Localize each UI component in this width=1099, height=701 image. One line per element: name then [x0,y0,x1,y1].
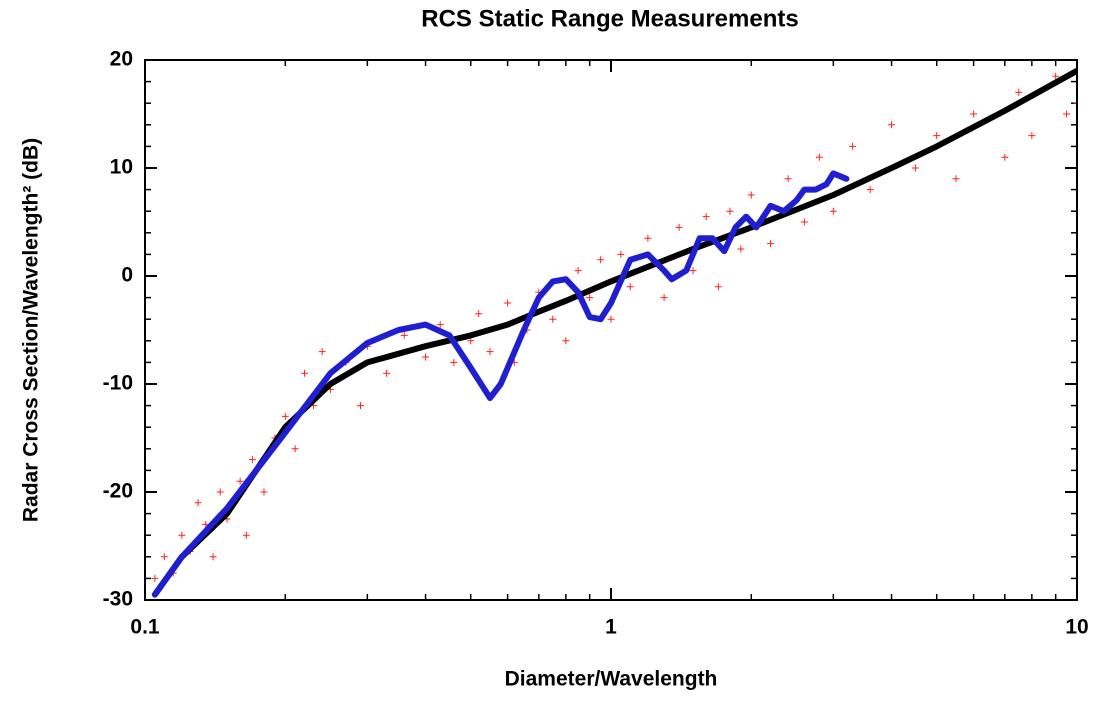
scatter-point [626,283,634,291]
line [151,67,1077,598]
scatter-point [952,175,960,183]
y-tick-label: -10 [103,372,133,395]
scatter-point [356,402,364,410]
scatter-point [1015,88,1023,96]
scatter-point [747,191,755,199]
scatter-point [586,294,594,302]
plot-frame [144,59,1078,601]
scatter-point [617,250,625,258]
scatter-point [1052,72,1060,80]
scatter-point [1001,153,1009,161]
scatter-point [301,369,309,377]
scatter-point [242,531,250,539]
scatter-point [475,310,483,318]
scatter-point [784,175,792,183]
scatter-point [933,132,941,140]
scatter-point [383,369,391,377]
scatter-point [815,153,823,161]
x-tick-label: 10 [1065,616,1088,639]
scatter-point [702,213,710,221]
x-tick-label: 1 [605,616,617,639]
scatter-point [160,553,168,561]
scatter-point [714,283,722,291]
scatter-point [260,488,268,496]
scatter-point [970,110,978,118]
scatter-point [607,315,615,323]
scatter-point [1028,132,1036,140]
y-axis-label: Radar Cross Section/Wavelength² (dB) [20,138,43,522]
scatter-point [675,223,683,231]
scatter-point [504,299,512,307]
y-tick-label: 20 [110,48,133,71]
scatter-point [436,321,444,329]
x-axis-label: Diameter/Wavelength [505,668,718,691]
scatter-point [888,121,896,129]
scatter-point [660,294,668,302]
line [151,170,850,598]
scatter-point [209,553,217,561]
scatter-point [574,267,582,275]
scatter-point [318,348,326,356]
scatter-point [178,531,186,539]
y-tick-label: 10 [110,156,133,179]
scatter-point [562,337,570,345]
scatter-point [726,207,734,215]
y-tick-label: 0 [121,264,133,287]
scatter-point [236,477,244,485]
scatter-point [1073,99,1077,107]
y-tick-label: -30 [103,588,133,611]
scatter-point [689,267,697,275]
scatter-point [549,315,557,323]
scatter-point [291,445,299,453]
scatter-point [911,164,919,172]
x-tick-label: 0.1 [130,616,160,639]
chart-title: RCS Static Range Measurements [421,5,798,32]
scatter-point [866,186,874,194]
scatter-point [400,331,408,339]
scatter-point [450,358,458,366]
scatter-point [644,234,652,242]
scatter-point [248,456,256,464]
scatter-point [737,245,745,253]
scatter-point [422,353,430,361]
scatter-point [281,412,289,420]
scatter-point [1063,110,1071,118]
scatter-point [829,207,837,215]
y-tick-label: -20 [103,480,133,503]
scatter-point [597,256,605,264]
scatter-point [849,142,857,150]
scatter-point [486,348,494,356]
scatter-point [194,499,202,507]
scatter-point [767,240,775,248]
scatter-point [151,574,159,582]
scatter-point [800,218,808,226]
scatter-point [216,488,224,496]
